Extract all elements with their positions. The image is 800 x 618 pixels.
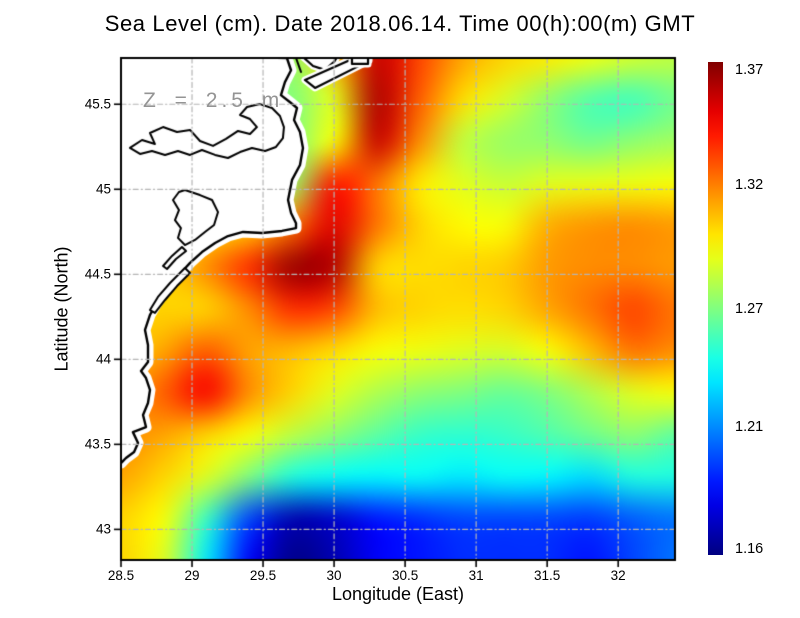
- colorbar-tick-label: 1.21: [735, 418, 764, 435]
- y-tick-label: 45.5: [84, 96, 111, 112]
- x-tick-label: 31.5: [534, 568, 561, 583]
- colorbar-tick-label: 1.37: [735, 61, 764, 78]
- chart-title: Sea Level (cm). Date 2018.06.14. Time 00…: [104, 11, 696, 36]
- y-tick-label: 44: [95, 351, 111, 367]
- x-tick-label: 30: [326, 568, 342, 583]
- y-tick-label: 45: [95, 181, 111, 197]
- x-tick-label: 30.5: [391, 568, 419, 583]
- x-axis-label: Longitude (East): [331, 584, 465, 604]
- x-tick-label: 29.5: [249, 568, 277, 583]
- depth-annotation: Z = 2.5 m: [143, 89, 284, 112]
- y-tick-label: 43.5: [84, 436, 111, 452]
- y-tick-label: 44.5: [84, 266, 111, 282]
- colorbar-tick-label: 1.32: [735, 177, 764, 194]
- x-tick-label: 28.5: [107, 568, 135, 583]
- x-tick-label: 29: [184, 568, 200, 583]
- x-tick-label: 31: [468, 568, 484, 583]
- colorbar-tick-label: 1.16: [735, 541, 764, 558]
- y-tick-label: 43: [95, 521, 111, 537]
- colorbar-tick-label: 1.27: [735, 300, 764, 317]
- x-tick-label: 32: [610, 568, 626, 583]
- y-axis-label: Latitude (North): [51, 246, 72, 372]
- colorbar: [708, 62, 723, 555]
